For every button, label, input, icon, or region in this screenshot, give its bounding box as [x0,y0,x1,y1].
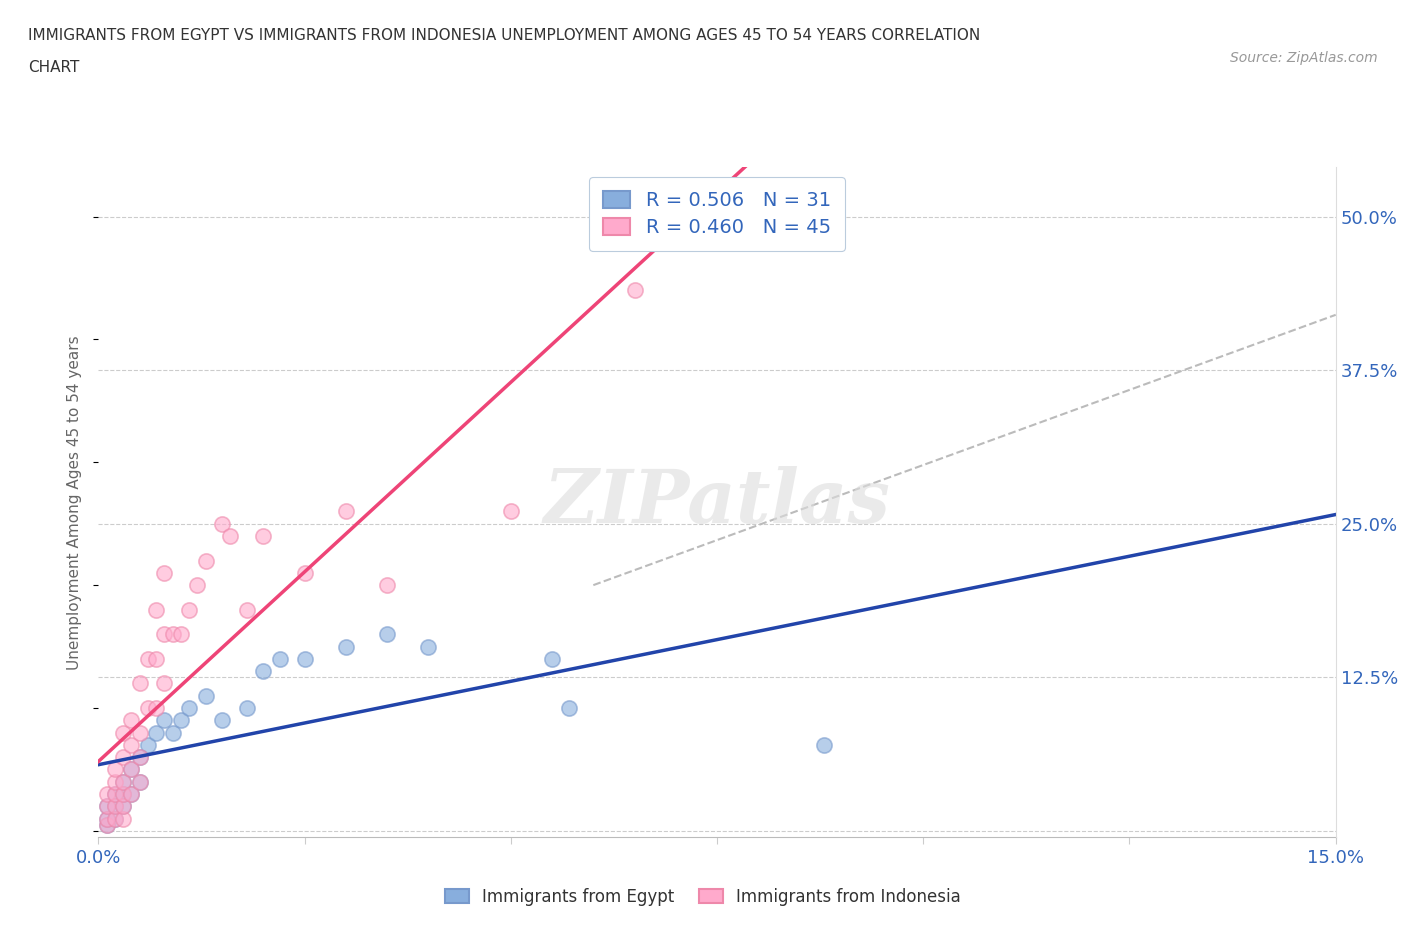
Point [112,799,135,814]
Point [96,811,118,826]
Point [269,651,291,666]
Point [96,799,118,814]
Point [813,737,835,752]
Point [104,762,127,777]
Point [128,725,150,740]
Point [112,775,135,790]
Point [294,565,316,580]
Point [136,700,159,715]
Point [153,676,176,691]
Point [104,787,127,802]
Point [335,504,357,519]
Point [541,651,564,666]
Point [120,737,142,752]
Point [153,712,176,727]
Point [194,553,217,568]
Point [112,787,135,802]
Point [136,651,159,666]
Point [162,725,184,740]
Point [335,639,357,654]
Point [128,775,150,790]
Point [128,750,150,764]
Point [96,817,118,832]
Point [104,811,127,826]
Point [194,688,217,703]
Point [104,799,127,814]
Point [145,603,167,618]
Point [145,725,167,740]
Y-axis label: Unemployment Among Ages 45 to 54 years: Unemployment Among Ages 45 to 54 years [67,335,83,670]
Point [179,700,201,715]
Point [294,651,316,666]
Point [170,627,193,642]
Point [179,603,201,618]
Point [104,775,127,790]
Point [112,775,135,790]
Point [211,712,233,727]
Point [120,787,142,802]
Point [112,811,135,826]
Point [120,787,142,802]
Point [96,799,118,814]
Point [128,676,150,691]
Point [120,712,142,727]
Text: IMMIGRANTS FROM EGYPT VS IMMIGRANTS FROM INDONESIA UNEMPLOYMENT AMONG AGES 45 TO: IMMIGRANTS FROM EGYPT VS IMMIGRANTS FROM… [28,28,980,43]
Point [186,578,208,592]
Point [211,516,233,531]
Legend: R = 0.506   N = 31, R = 0.460   N = 45: R = 0.506 N = 31, R = 0.460 N = 45 [589,177,845,251]
Point [170,712,193,727]
Point [153,565,176,580]
Point [623,283,645,298]
Point [418,639,440,654]
Point [104,811,127,826]
Point [252,528,274,543]
Point [375,578,398,592]
Legend: Immigrants from Egypt, Immigrants from Indonesia: Immigrants from Egypt, Immigrants from I… [439,881,967,912]
Point [104,799,127,814]
Point [112,725,135,740]
Point [136,737,159,752]
Point [120,762,142,777]
Point [128,750,150,764]
Point [153,627,176,642]
Point [236,700,259,715]
Text: Source: ZipAtlas.com: Source: ZipAtlas.com [1230,51,1378,65]
Point [112,799,135,814]
Point [219,528,242,543]
Point [557,700,579,715]
Point [112,787,135,802]
Point [162,627,184,642]
Text: CHART: CHART [28,60,80,75]
Point [499,504,522,519]
Point [96,787,118,802]
Point [145,651,167,666]
Point [375,627,398,642]
Point [96,811,118,826]
Point [104,787,127,802]
Point [145,700,167,715]
Point [120,762,142,777]
Point [96,817,118,832]
Point [252,664,274,679]
Text: ZIPatlas: ZIPatlas [544,466,890,538]
Point [112,750,135,764]
Point [128,775,150,790]
Point [236,603,259,618]
